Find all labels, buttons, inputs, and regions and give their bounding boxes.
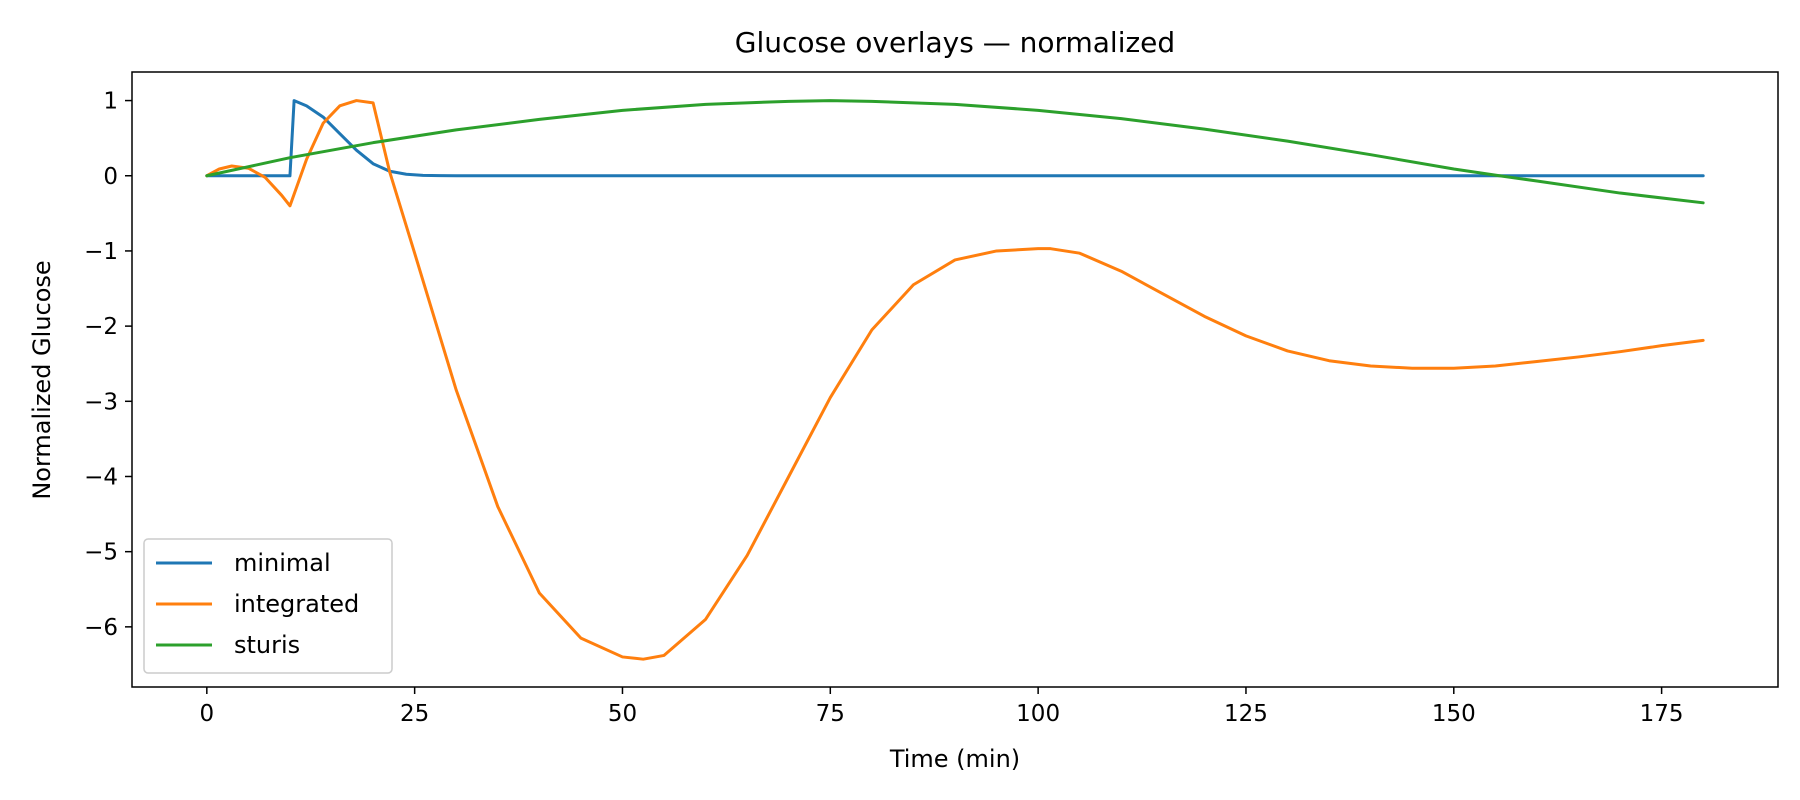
series-layer <box>205 99 1705 661</box>
y-tick-label: −4 <box>84 464 118 490</box>
legend-label-integrated: integrated <box>234 590 359 618</box>
x-tick-label: 125 <box>1224 701 1268 727</box>
legend-label-sturis: sturis <box>234 631 300 659</box>
y-tick-label: −5 <box>84 540 118 566</box>
series-line-integrated <box>205 99 1705 661</box>
x-tick-label: 0 <box>199 701 214 727</box>
y-tick-label: −6 <box>84 615 118 641</box>
series-line-sturis <box>205 99 1705 205</box>
x-tick-label: 150 <box>1432 701 1476 727</box>
y-tick-label: −1 <box>84 239 118 265</box>
x-tick-label: 100 <box>1016 701 1060 727</box>
y-tick-label: 0 <box>103 164 118 190</box>
legend-entries: minimal integrated sturis <box>156 549 359 659</box>
plot-frame <box>131 71 1779 688</box>
x-tick-label: 25 <box>400 701 429 727</box>
x-tick-label: 75 <box>816 701 845 727</box>
legend: minimal integrated sturis <box>143 538 393 674</box>
x-axis-label: Time (min) <box>889 745 1020 773</box>
y-axis-ticks: 1 0 −1 −2 −3 −4 −5 −6 <box>84 89 132 641</box>
y-tick-label: −2 <box>84 314 118 340</box>
x-tick-label: 50 <box>608 701 637 727</box>
y-tick-label: −3 <box>84 389 118 415</box>
legend-label-minimal: minimal <box>234 549 331 577</box>
x-axis-ticks: 0 25 50 75 100 125 150 175 <box>199 687 1684 727</box>
legend-box <box>143 538 393 674</box>
series-line-minimal <box>205 99 1705 178</box>
y-tick-label: 1 <box>103 89 118 115</box>
chart-title: Glucose overlays — normalized <box>735 26 1175 59</box>
x-tick-label: 175 <box>1640 701 1684 727</box>
y-axis-label: Normalized Glucose <box>28 260 56 499</box>
